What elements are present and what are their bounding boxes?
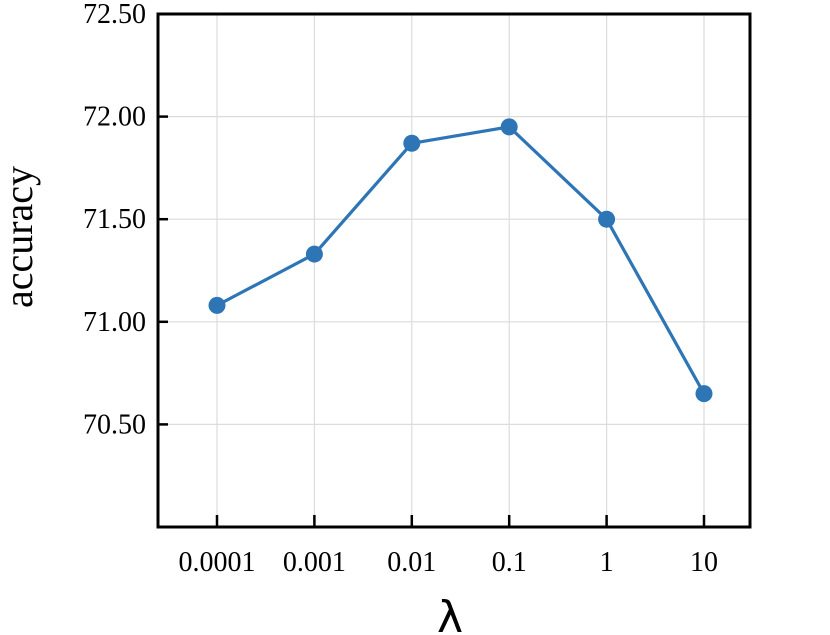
y-tick-label: 71.00	[83, 307, 146, 338]
series-line	[216, 125, 706, 395]
plot-frame	[156, 12, 752, 529]
x-tick-label: 1	[600, 547, 614, 578]
data-point	[403, 134, 421, 152]
grid-lines	[158, 13, 750, 527]
x-tick-label: 0.0001	[179, 547, 256, 578]
x-axis-title: λ	[437, 592, 463, 635]
data-point	[598, 210, 616, 228]
tick-labels: 70.50 71.00 71.50 72.00 72.50 0.0001 0.001 0.01…	[83, 0, 718, 578]
data-point	[305, 245, 323, 263]
data-point	[500, 118, 518, 136]
y-tick-label: 72.50	[83, 0, 146, 30]
axis-ticks	[158, 12, 706, 527]
y-tick-label: 72.00	[83, 102, 146, 133]
y-tick-label: 71.50	[83, 204, 146, 235]
x-tick-label: 0.001	[283, 547, 346, 578]
x-tick-label: 0.01	[387, 547, 436, 578]
y-tick-label: 70.50	[83, 409, 146, 440]
data-point	[208, 296, 226, 314]
x-tick-label: 10	[690, 547, 718, 578]
y-axis-title: accuracy	[0, 166, 41, 308]
data-point	[695, 385, 713, 403]
series-layer	[208, 118, 713, 403]
x-tick-label: 0.1	[492, 547, 527, 578]
